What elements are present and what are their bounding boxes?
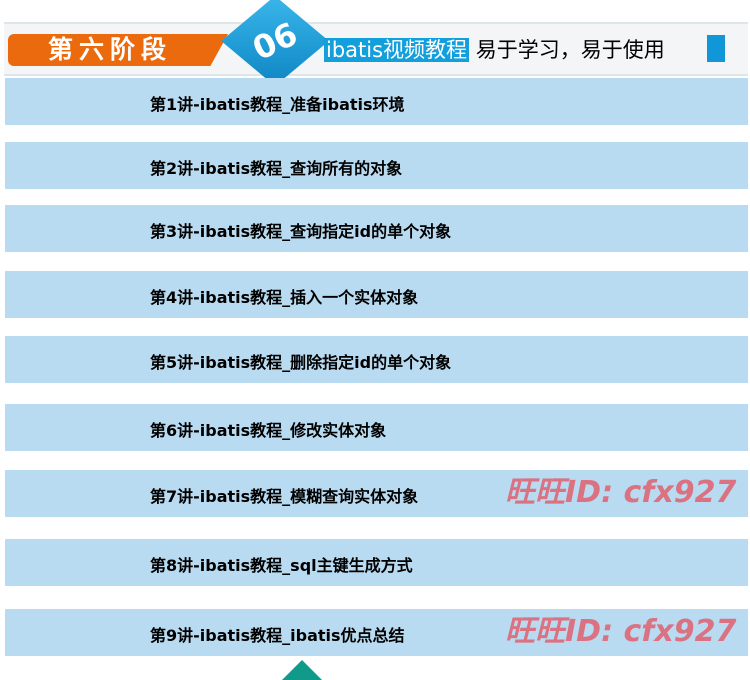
lesson-title: 第3讲-ibatis教程_查询指定id的单个对象 xyxy=(150,222,452,241)
lesson-title: 第5讲-ibatis教程_删除指定id的单个对象 xyxy=(150,353,452,372)
decor-triangle xyxy=(282,660,322,680)
title-rest: 易于学习，易于使用 xyxy=(469,38,665,62)
lesson-title: 第1讲-ibatis教程_准备ibatis环境 xyxy=(150,95,405,114)
lesson-title: 第8讲-ibatis教程_sql主键生成方式 xyxy=(150,556,413,575)
lesson-row[interactable]: 第7讲-ibatis教程_模糊查询实体对象 xyxy=(5,470,748,517)
section-title: ibatis视频教程 易于学习，易于使用 xyxy=(324,36,665,64)
lesson-row[interactable]: 第8讲-ibatis教程_sql主键生成方式 xyxy=(5,539,748,586)
lesson-title: 第4讲-ibatis教程_插入一个实体对象 xyxy=(150,288,419,307)
lesson-row[interactable]: 第2讲-ibatis教程_查询所有的对象 xyxy=(5,142,748,189)
title-highlight: ibatis视频教程 xyxy=(324,38,470,62)
lesson-row[interactable]: 第5讲-ibatis教程_删除指定id的单个对象 xyxy=(5,336,748,383)
lesson-row[interactable]: 第1讲-ibatis教程_准备ibatis环境 xyxy=(5,78,748,125)
lesson-title: 第7讲-ibatis教程_模糊查询实体对象 xyxy=(150,487,419,506)
lesson-row[interactable]: 第6讲-ibatis教程_修改实体对象 xyxy=(5,404,748,451)
lesson-title: 第6讲-ibatis教程_修改实体对象 xyxy=(150,421,387,440)
lesson-title: 第9讲-ibatis教程_ibatis优点总结 xyxy=(150,626,405,645)
lesson-row[interactable]: 第4讲-ibatis教程_插入一个实体对象 xyxy=(5,271,748,318)
decor-square xyxy=(707,35,725,62)
stage-label: 第六阶段 xyxy=(8,34,228,66)
lesson-row[interactable]: 第9讲-ibatis教程_ibatis优点总结 xyxy=(5,609,748,656)
lesson-title: 第2讲-ibatis教程_查询所有的对象 xyxy=(150,159,403,178)
lesson-row[interactable]: 第3讲-ibatis教程_查询指定id的单个对象 xyxy=(5,205,748,252)
